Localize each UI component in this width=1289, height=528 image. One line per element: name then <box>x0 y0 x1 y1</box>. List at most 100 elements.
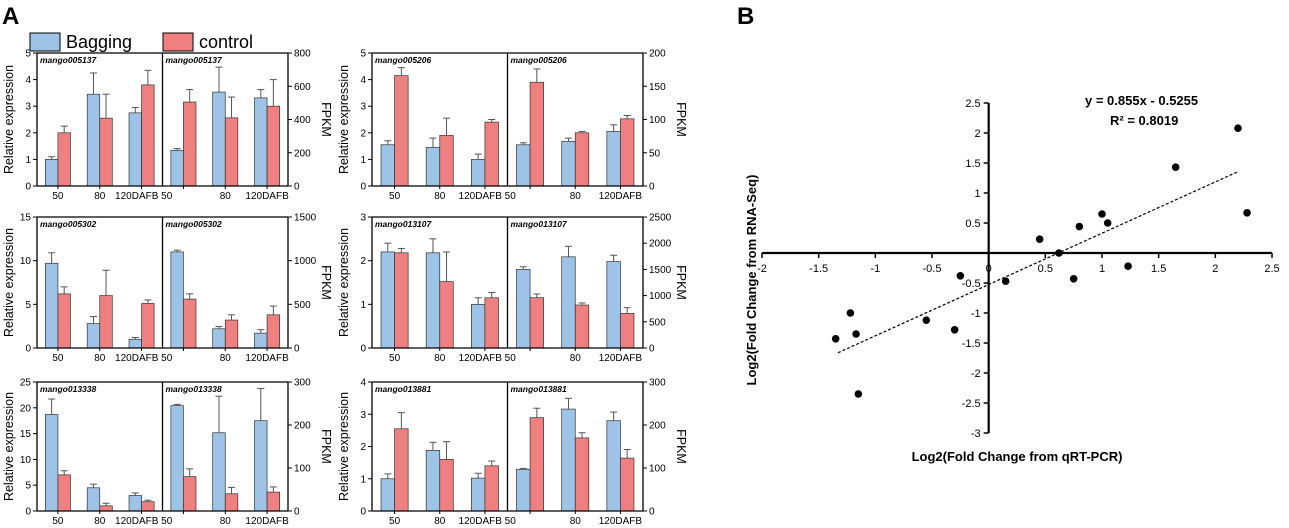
y-axis-title-right: FPKM <box>319 429 333 464</box>
scatter-y-axis-title: Log2(Fold Change from RNA-Seq) <box>744 175 759 386</box>
bar-bagging-right-120DAFB <box>254 97 268 187</box>
bar-control-right-50 <box>183 101 197 187</box>
y-axis-title-left: Relative expression <box>2 228 16 337</box>
bar-control-left-120DAFB <box>484 121 499 187</box>
panel-label-b: B <box>737 3 754 30</box>
bar-bagging-right-80 <box>212 432 226 512</box>
y-tick-label-right: 0 <box>294 507 300 518</box>
y-axis-title-right: FPKM <box>674 265 688 300</box>
bar-control-left-80 <box>99 117 113 187</box>
y-tick-label-right: 100 <box>649 115 666 126</box>
gene-label-right: mango013107 <box>511 219 568 229</box>
x-tick-label: 50 <box>389 353 401 364</box>
scatter-x-tick-label: 0 <box>986 263 992 275</box>
y-axis-title-left: Relative expression <box>2 65 16 174</box>
y-tick-label-left: 1 <box>360 300 366 311</box>
x-tick-label: 120DAFB 50 <box>115 191 173 202</box>
scatter-x-tick-label: -1.5 <box>809 263 828 275</box>
bar-bagging-right-50 <box>170 251 184 349</box>
scatter-x-tick-label: 0.5 <box>1038 263 1053 275</box>
scatter-point <box>852 330 860 338</box>
bar-control-right-120DAFB <box>266 491 280 512</box>
y-tick-label-left: 3 <box>360 102 366 113</box>
gene-label-right: mango013338 <box>166 384 222 394</box>
y-tick-label-left: 10 <box>20 455 32 466</box>
panel-label-a: A <box>2 3 19 30</box>
bar-bagging-left-80 <box>86 93 101 187</box>
scatter-point <box>1171 163 1180 171</box>
x-tick-label: 80 <box>94 516 106 527</box>
x-tick-label: 80 <box>570 191 582 202</box>
bar-bagging-left-80 <box>425 147 441 187</box>
bar-control-left-120DAFB <box>141 501 155 512</box>
scatter-x-tick-label: 1 <box>1099 263 1105 275</box>
y-tick-label-right: 0 <box>649 182 655 193</box>
gene-label-right: mango005302 <box>166 219 222 229</box>
bar-bagging-right-80 <box>212 328 226 349</box>
y-tick-label-left: 0 <box>25 507 31 518</box>
bar-control-left-50 <box>394 75 409 187</box>
bar-control-left-50 <box>57 293 71 349</box>
x-tick-label: 120DAFB <box>599 353 643 364</box>
x-tick-label: 80 <box>94 353 106 364</box>
y-tick-label-right: 0 <box>294 182 300 193</box>
bar-bagging-right-80 <box>561 141 576 187</box>
y-tick-label-right: 300 <box>294 378 311 389</box>
y-tick-label-left: 3 <box>360 213 366 224</box>
scatter-y-tick-label: -1.5 <box>962 338 981 350</box>
gene-label-left: mango013881 <box>375 384 431 394</box>
scatter-y-tick-label: 1.5 <box>965 158 980 170</box>
scatter-x-tick-label: -1 <box>870 263 880 275</box>
y-tick-label-left: 5 <box>25 300 31 311</box>
gene-label-right: mango005137 <box>166 55 223 65</box>
bar-bagging-left-50 <box>45 159 59 187</box>
scatter-point <box>1069 275 1078 283</box>
y-tick-label-left: 0 <box>360 507 366 518</box>
scatter-point <box>831 335 840 343</box>
y-tick-label-right: 150 <box>649 82 666 93</box>
scatter-y-tick-label: -0.5 <box>962 278 981 290</box>
x-tick-label: 80 <box>434 353 446 364</box>
scatter-point <box>1035 235 1044 243</box>
bar-bagging-left-50 <box>45 414 59 512</box>
x-tick-label: 120DAFB 50 <box>459 353 517 364</box>
y-tick-label-right: 100 <box>649 464 666 475</box>
y-tick-label-left: 0 <box>360 344 366 355</box>
y-tick-label-left: 5 <box>25 49 31 60</box>
bar-control-right-80 <box>574 132 590 187</box>
y-tick-label-left: 15 <box>20 213 32 224</box>
x-tick-label: 50 <box>389 516 401 527</box>
r-squared: R² = 0.8019 <box>1110 113 1178 128</box>
bar-control-left-120DAFB <box>484 465 499 512</box>
x-tick-label: 50 <box>389 191 401 202</box>
y-tick-label-left: 4 <box>25 75 31 86</box>
legend-label-control: control <box>199 32 253 52</box>
scatter-x-axis-title: Log2(Fold Change from qRT-PCR) <box>912 449 1123 464</box>
y-tick-label-left: 3 <box>360 410 366 421</box>
y-tick-label-right: 500 <box>649 317 666 328</box>
scatter-y-tick-label: 2.5 <box>965 98 980 110</box>
bar-bagging-right-50 <box>516 269 531 349</box>
y-tick-label-right: 1000 <box>649 291 672 302</box>
x-tick-label: 80 <box>434 516 446 527</box>
y-tick-label-right: 50 <box>649 148 661 159</box>
bar-bagging-right-80 <box>561 256 576 349</box>
bar-control-left-120DAFB <box>141 84 155 187</box>
trend-line <box>837 171 1239 354</box>
bar-bagging-right-120DAFB <box>254 332 268 349</box>
gene-label-left: mango005302 <box>40 219 96 229</box>
scatter-point <box>1075 222 1084 231</box>
bar-bagging-left-50 <box>380 144 395 187</box>
scatter-x-tick-label: 2.5 <box>1264 263 1279 275</box>
bar-panel-mango013107: 50 80 120DAFB 50 80 120DAFB mango013107 mango0… <box>337 213 688 365</box>
legend-label-bagging: Bagging <box>66 32 132 52</box>
y-tick-label-right: 1000 <box>294 256 317 267</box>
y-tick-label-right: 800 <box>294 49 311 60</box>
bar-bagging-left-120DAFB <box>471 159 486 187</box>
y-tick-label-left: 4 <box>360 378 366 389</box>
y-axis-title-left: Relative expression <box>337 65 351 174</box>
bar-bagging-left-80 <box>425 252 441 349</box>
